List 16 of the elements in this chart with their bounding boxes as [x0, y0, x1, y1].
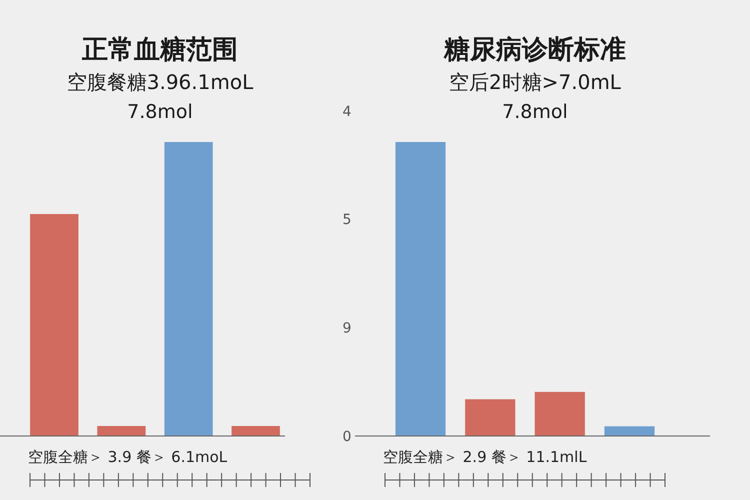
- text: 4: [342, 104, 352, 120]
- text: 空腹全糖＞ 3.9 餐＞ 6.1moL: [28, 448, 228, 466]
- text: 9: [342, 320, 352, 337]
- chart-title: 糖尿病诊断标准: [443, 35, 626, 65]
- chart-subtitle: 空后2时糖>7.0mL: [449, 70, 622, 94]
- bar: [604, 426, 655, 436]
- text: 空腹全糖＞ 2.9 餐＞ 11.1mlL: [383, 448, 588, 466]
- bar: [395, 142, 446, 436]
- chart-title: 正常血糖范围: [81, 35, 238, 65]
- chart-subtitle: 空腹餐糖3.96.1moL: [66, 70, 254, 94]
- text: 5: [342, 212, 352, 228]
- text: 7.8mol: [127, 101, 193, 123]
- bar: [465, 399, 516, 436]
- text: 0: [342, 428, 352, 445]
- bar: [534, 392, 585, 436]
- text: 7.8mol: [502, 101, 568, 123]
